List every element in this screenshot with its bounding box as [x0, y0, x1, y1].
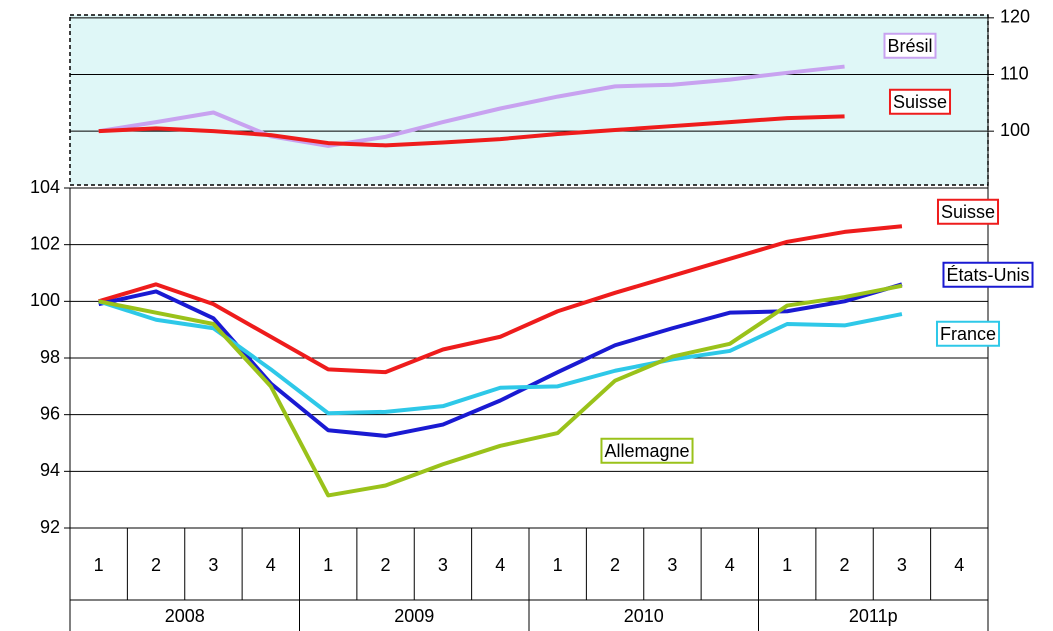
- series-label: France: [940, 324, 996, 344]
- x-tick-label: 1: [782, 555, 792, 575]
- series-label: Suisse: [893, 92, 947, 112]
- y-tick-label: 100: [30, 290, 60, 310]
- series-label: Allemagne: [604, 441, 689, 461]
- y-tick-label: 120: [1000, 7, 1030, 27]
- y-tick-label: 98: [40, 347, 60, 367]
- series-label: Brésil: [887, 36, 932, 56]
- x-tick-label: 3: [438, 555, 448, 575]
- series-line: [98, 299, 903, 416]
- series-line: [98, 114, 845, 148]
- series-line: [98, 64, 845, 148]
- y-tick-label: 102: [30, 233, 60, 253]
- y-tick-label: 94: [40, 460, 60, 480]
- series-label-box: [600, 437, 694, 464]
- x-tick-label: 2: [840, 555, 850, 575]
- x-tick-label: 3: [897, 555, 907, 575]
- y-tick-label: 92: [40, 517, 60, 537]
- x-group-label: 2010: [624, 606, 664, 626]
- y-tick-label: 96: [40, 403, 60, 423]
- y-tick-label: 104: [30, 177, 60, 197]
- x-tick-label: 4: [266, 555, 276, 575]
- series-label-box: [888, 88, 952, 115]
- x-tick-label: 1: [553, 555, 563, 575]
- x-tick-label: 2: [610, 555, 620, 575]
- x-group-label: 2008: [165, 606, 205, 626]
- y-tick-label: 110: [1000, 63, 1029, 83]
- series-label-box: [936, 198, 1000, 225]
- x-tick-label: 2: [151, 555, 161, 575]
- series-label: Suisse: [941, 202, 995, 222]
- inset-panel: [69, 14, 989, 186]
- x-group-label: 2009: [394, 606, 434, 626]
- x-tick-label: 4: [495, 555, 505, 575]
- x-group-label: 2011p: [849, 606, 898, 626]
- series-line: [98, 283, 903, 498]
- series-label: États-Unis: [946, 265, 1029, 285]
- series-line: [98, 224, 903, 375]
- x-tick-label: 3: [208, 555, 218, 575]
- y-tick-label: 100: [1000, 120, 1030, 140]
- x-tick-label: 1: [94, 555, 104, 575]
- x-tick-label: 4: [954, 555, 964, 575]
- x-tick-label: 4: [725, 555, 735, 575]
- series-label-box: [883, 32, 937, 59]
- x-tick-label: 3: [667, 555, 677, 575]
- series-label-box: [935, 320, 1001, 347]
- x-tick-label: 1: [323, 555, 333, 575]
- series-label-box: [942, 261, 1034, 288]
- x-tick-label: 2: [381, 555, 391, 575]
